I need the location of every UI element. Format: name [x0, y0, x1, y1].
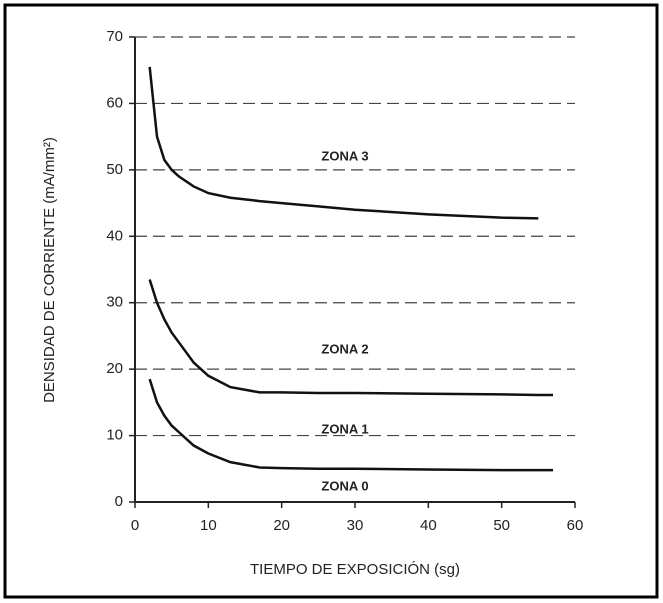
x-tick-label: 50	[493, 517, 510, 534]
y-tick-label: 30	[106, 294, 123, 311]
y-axis-label: DENSIDAD DE CORRIENTE (mA/mm²)	[41, 137, 58, 403]
zone-label: ZONA 1	[321, 421, 368, 436]
curve	[148, 279, 553, 397]
curve	[148, 66, 539, 220]
x-tick-label: 10	[200, 517, 217, 534]
curve	[148, 378, 553, 472]
y-tick-label: 50	[106, 161, 123, 178]
y-tick-label: 0	[115, 493, 123, 510]
x-tick-label: 60	[567, 517, 584, 534]
zone-label: ZONA 3	[321, 148, 368, 163]
y-tick-label: 40	[106, 227, 123, 244]
zone-label: ZONA 0	[321, 478, 368, 493]
zone-label: ZONA 2	[321, 341, 368, 356]
x-tick-label: 30	[347, 517, 364, 534]
y-tick-label: 60	[106, 94, 123, 111]
x-axis-label: TIEMPO DE EXPOSICIÓN (sg)	[250, 561, 460, 578]
frame	[3, 3, 659, 599]
x-tick-label: 20	[273, 517, 290, 534]
x-tick-label: 40	[420, 517, 437, 534]
y-tick-label: 20	[106, 360, 123, 377]
x-tick-label: 0	[131, 517, 139, 534]
y-tick-label: 70	[106, 28, 123, 45]
y-tick-label: 10	[106, 427, 123, 444]
